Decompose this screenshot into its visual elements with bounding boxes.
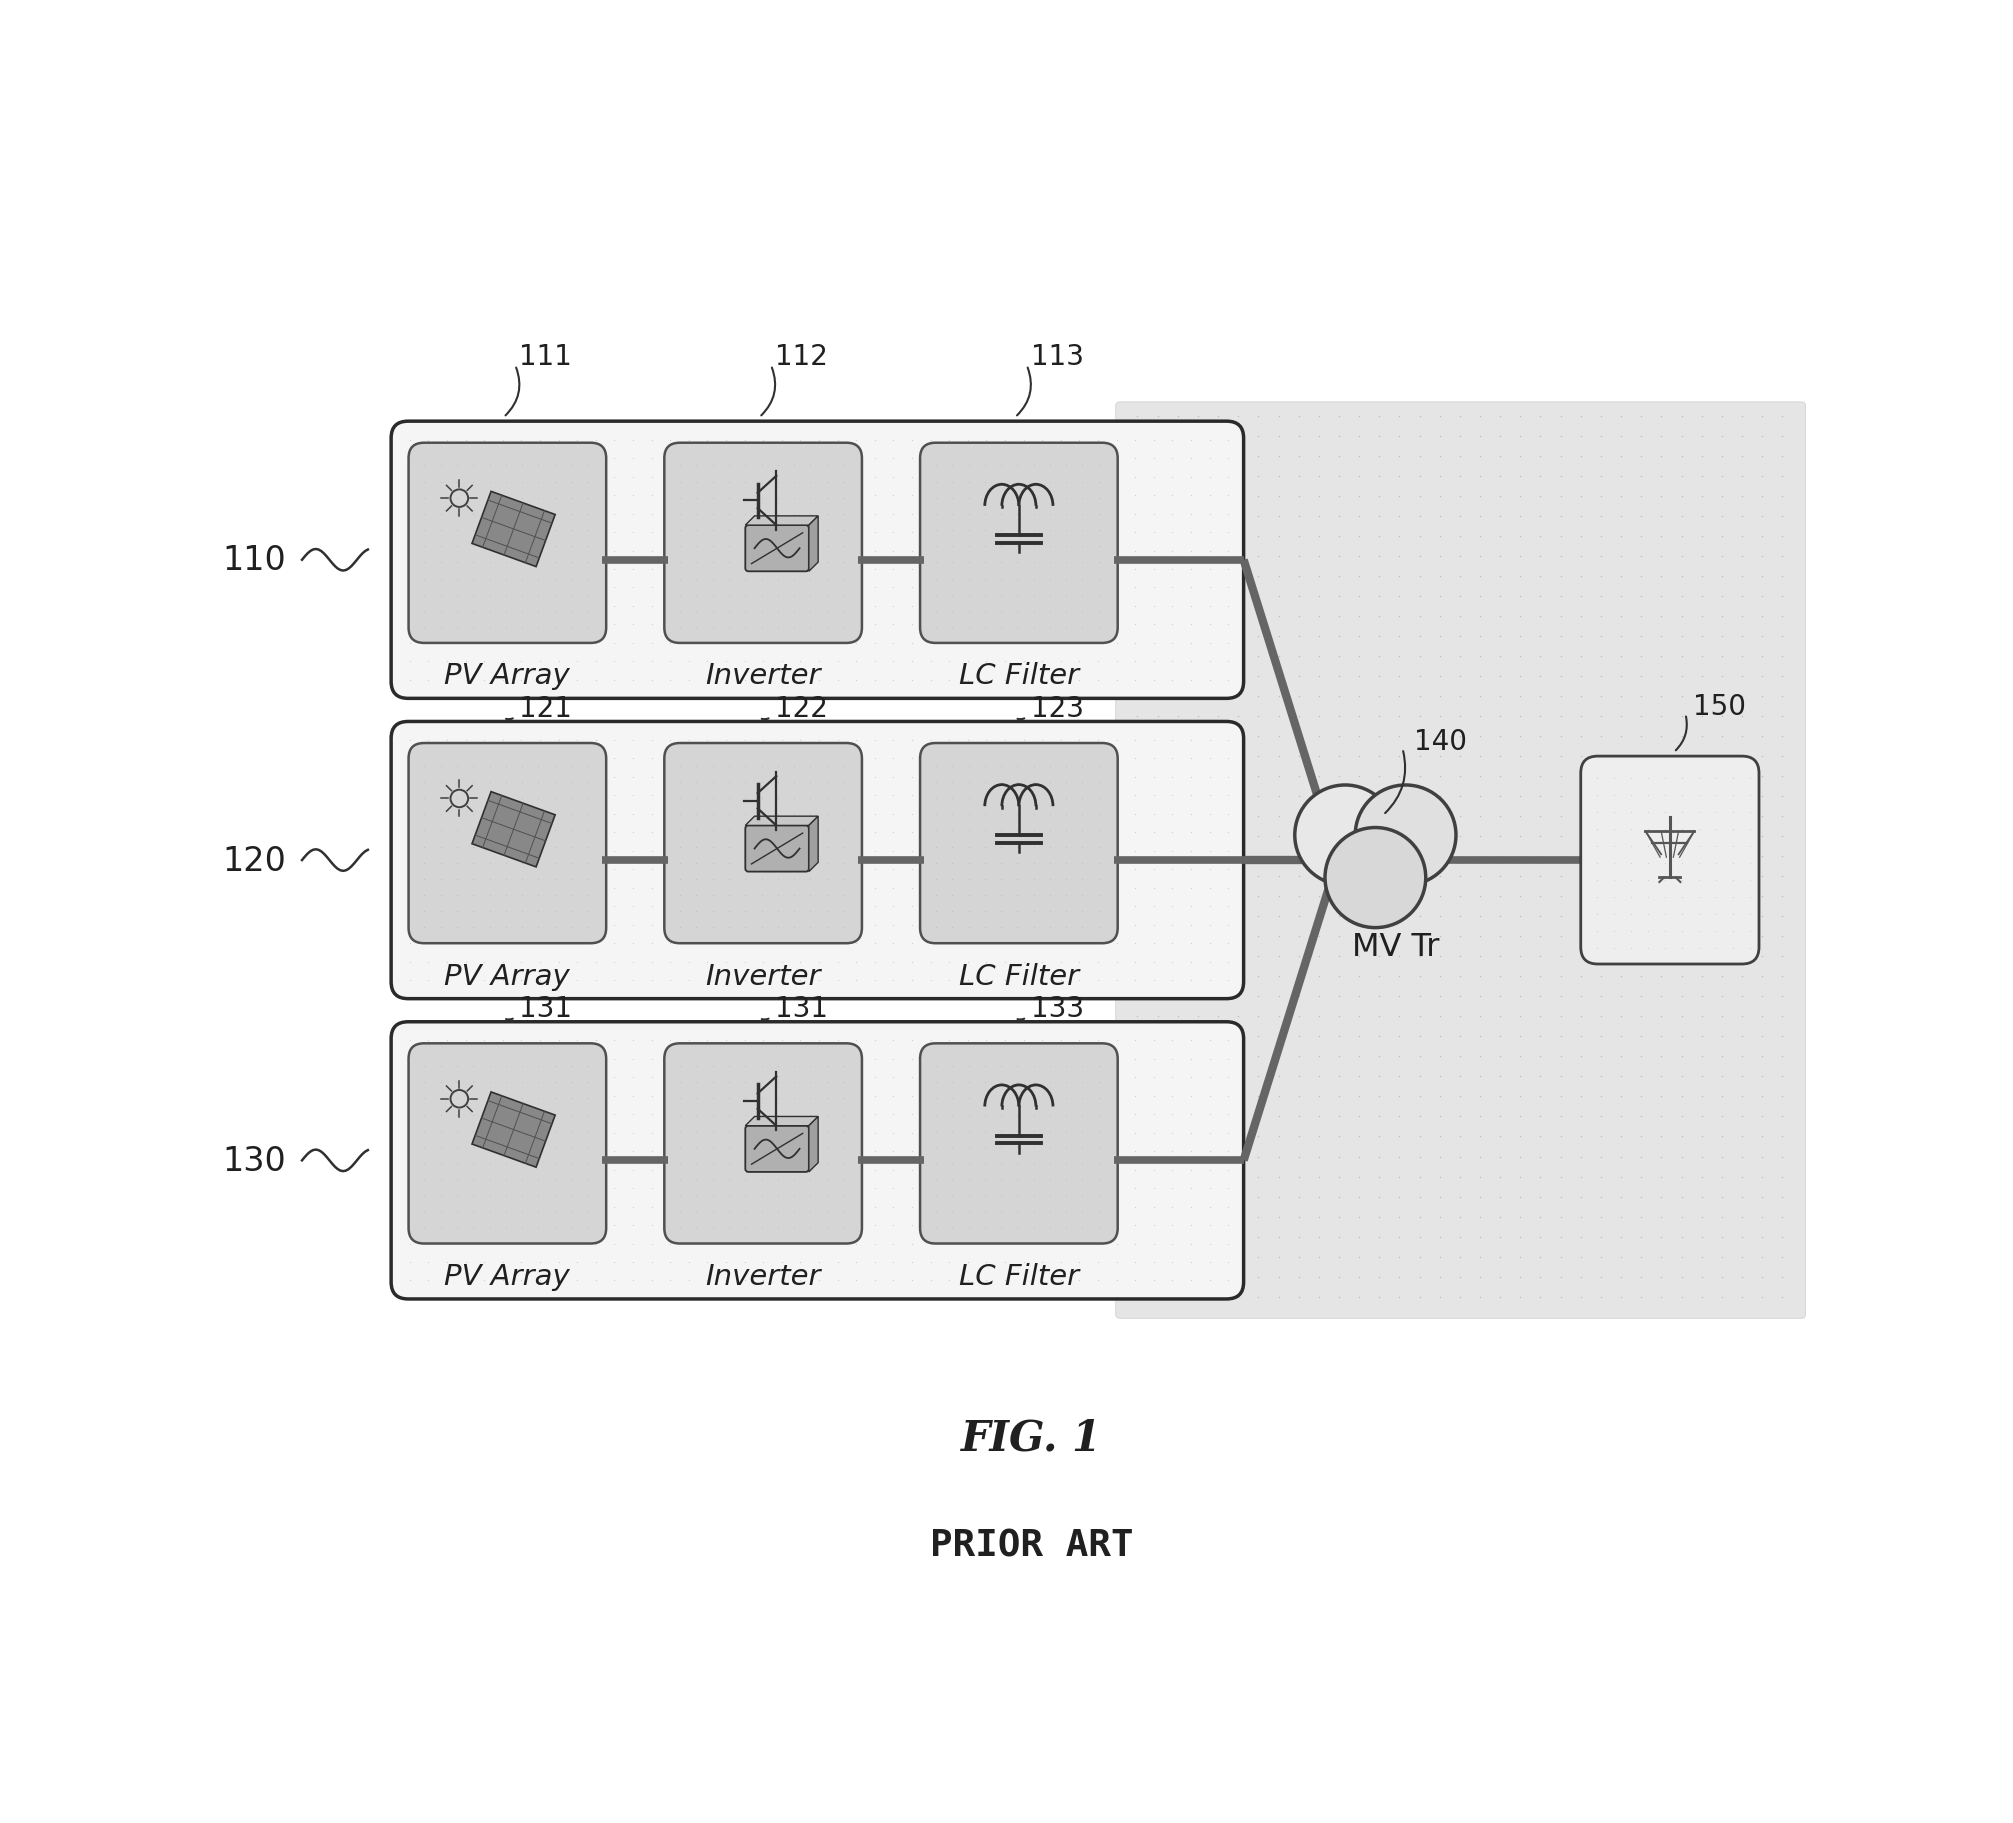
FancyBboxPatch shape <box>1580 757 1759 964</box>
Polygon shape <box>745 1117 817 1127</box>
Text: 111: 111 <box>519 343 572 370</box>
FancyBboxPatch shape <box>391 722 1244 999</box>
Text: 131: 131 <box>519 994 572 1023</box>
Text: 122: 122 <box>775 695 827 722</box>
Text: 131: 131 <box>775 994 827 1023</box>
Polygon shape <box>745 516 817 525</box>
Text: LC Filter: LC Filter <box>958 963 1079 990</box>
Polygon shape <box>471 1092 556 1167</box>
Text: LC Filter: LC Filter <box>958 662 1079 689</box>
Text: FIG. 1: FIG. 1 <box>960 1416 1103 1458</box>
Text: 113: 113 <box>1031 343 1083 370</box>
FancyBboxPatch shape <box>920 443 1117 644</box>
FancyBboxPatch shape <box>664 443 862 644</box>
Text: PV Array: PV Array <box>445 1262 570 1291</box>
Text: Inverter: Inverter <box>705 662 821 689</box>
Circle shape <box>1325 828 1425 928</box>
Text: Grid: Grid <box>1639 921 1701 950</box>
FancyBboxPatch shape <box>664 1045 862 1243</box>
Polygon shape <box>809 516 817 572</box>
Text: PV Array: PV Array <box>445 662 570 689</box>
FancyBboxPatch shape <box>920 1045 1117 1243</box>
Text: LC Filter: LC Filter <box>958 1262 1079 1291</box>
Text: 110: 110 <box>223 543 286 576</box>
FancyBboxPatch shape <box>409 443 606 644</box>
Polygon shape <box>471 492 556 567</box>
Polygon shape <box>809 817 817 871</box>
Text: 120: 120 <box>223 844 286 877</box>
Polygon shape <box>745 817 817 826</box>
Text: 150: 150 <box>1693 693 1745 720</box>
FancyBboxPatch shape <box>391 1023 1244 1300</box>
FancyBboxPatch shape <box>745 525 809 572</box>
Circle shape <box>1355 786 1455 886</box>
Text: 123: 123 <box>1031 695 1083 722</box>
FancyBboxPatch shape <box>745 1127 809 1172</box>
Text: 121: 121 <box>519 695 572 722</box>
FancyBboxPatch shape <box>1115 403 1806 1318</box>
FancyBboxPatch shape <box>920 744 1117 944</box>
Text: 112: 112 <box>775 343 827 370</box>
Polygon shape <box>809 1117 817 1172</box>
Text: Inverter: Inverter <box>705 963 821 990</box>
Text: 140: 140 <box>1413 727 1467 755</box>
FancyBboxPatch shape <box>745 826 809 871</box>
Text: PV Array: PV Array <box>445 963 570 990</box>
FancyBboxPatch shape <box>391 421 1244 698</box>
FancyBboxPatch shape <box>409 1045 606 1243</box>
Text: Inverter: Inverter <box>705 1262 821 1291</box>
Circle shape <box>1294 786 1395 886</box>
FancyBboxPatch shape <box>409 744 606 944</box>
Text: 130: 130 <box>223 1145 286 1178</box>
FancyBboxPatch shape <box>664 744 862 944</box>
Text: MV Tr: MV Tr <box>1353 932 1439 963</box>
Text: 133: 133 <box>1031 994 1083 1023</box>
Polygon shape <box>471 793 556 868</box>
Text: PRIOR ART: PRIOR ART <box>930 1528 1133 1564</box>
